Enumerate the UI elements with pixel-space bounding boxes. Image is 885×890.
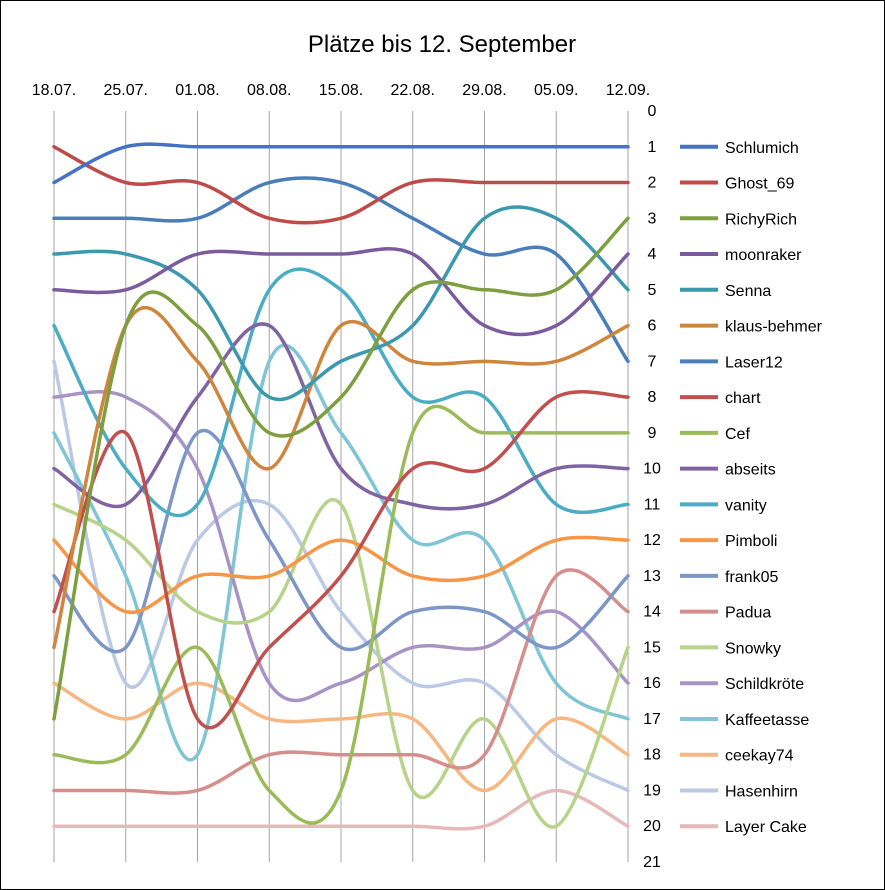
series-line-12 <box>52 428 630 654</box>
legend-label: Layer Cake <box>725 819 807 836</box>
y-tick-label: 19 <box>643 782 661 799</box>
y-tick-label: 5 <box>648 282 657 299</box>
y-tick-label: 11 <box>644 496 661 513</box>
x-axis-ticks: 18.07. 25.07. 01.08. 08.08. 15.08. 22.08. 29.0… <box>32 82 650 99</box>
y-tick-label: 15 <box>643 639 661 656</box>
x-tick-label: 18.07. <box>32 82 76 99</box>
y-tick-label: 8 <box>648 389 657 406</box>
y-tick-label: 18 <box>643 747 661 764</box>
series-line-11 <box>52 535 630 615</box>
y-tick-label: 12 <box>643 532 661 549</box>
legend-label: Snowky <box>725 640 781 657</box>
y-tick-label: 1 <box>648 139 657 156</box>
series-line-18 <box>52 359 630 793</box>
y-tick-label: 3 <box>648 210 657 227</box>
series-line-6 <box>52 176 630 364</box>
legend-label: Laser12 <box>725 354 783 371</box>
legend-label: ceekay74 <box>725 748 794 765</box>
x-tick-label: 22.08. <box>391 82 435 99</box>
y-tick-label: 14 <box>643 604 661 621</box>
y-tick-label: 21 <box>643 854 661 871</box>
series-line-17 <box>52 681 630 793</box>
series-line-8 <box>52 404 630 825</box>
x-tick-label: 05.09. <box>534 82 578 99</box>
chart-title: Plätze bis 12. September <box>308 31 576 58</box>
series-line-3 <box>52 247 630 337</box>
legend-label: vanity <box>725 497 767 514</box>
legend-label: Ghost_69 <box>725 176 794 193</box>
grid-lines <box>53 111 629 862</box>
series-line-7 <box>52 390 630 730</box>
series-line-15 <box>52 390 630 703</box>
legend-label: klaus-behmer <box>725 319 823 336</box>
legend-label: Schildkröte <box>725 676 804 693</box>
y-tick-label: 0 <box>648 103 657 120</box>
x-tick-label: 29.08. <box>462 82 506 99</box>
series-line-19 <box>52 788 630 831</box>
x-tick-label: 15.08. <box>319 82 363 99</box>
y-tick-label: 4 <box>648 246 657 263</box>
series-line-4 <box>52 205 630 402</box>
legend-label: Kaffeetasse <box>725 712 809 729</box>
series-line-0 <box>52 142 630 185</box>
legend-label: RichyRich <box>725 211 797 228</box>
x-tick-label: 25.07. <box>104 82 148 99</box>
legend: Schlumich Ghost_69 RichyRich moonraker Senna… <box>680 140 823 836</box>
x-tick-label: 08.08. <box>247 82 291 99</box>
y-tick-label: 13 <box>643 568 661 585</box>
y-tick-label: 10 <box>643 461 661 478</box>
y-tick-label: 9 <box>648 425 657 442</box>
legend-label: chart <box>725 390 761 407</box>
series-line-16 <box>52 343 630 762</box>
x-tick-label: 01.08. <box>175 82 219 99</box>
legend-label: moonraker <box>725 247 802 264</box>
y-tick-label: 20 <box>643 818 661 835</box>
y-tick-label: 7 <box>648 353 657 370</box>
series-line-13 <box>52 568 630 795</box>
y-tick-label: 16 <box>643 675 661 692</box>
legend-label: Cef <box>725 426 750 443</box>
series-line-9 <box>52 322 630 511</box>
legend-label: Senna <box>725 283 771 300</box>
y-tick-label: 6 <box>648 318 657 335</box>
legend-label: frank05 <box>725 569 778 586</box>
series-line-1 <box>52 145 630 225</box>
legend-label: Padua <box>725 605 771 622</box>
series-lines <box>52 142 630 831</box>
x-tick-label: 12.09. <box>606 82 650 99</box>
y-tick-label: 17 <box>643 711 661 728</box>
series-line-2 <box>52 216 630 721</box>
legend-label: abseits <box>725 462 776 479</box>
legend-label: Schlumich <box>725 140 799 157</box>
y-tick-label: 2 <box>648 175 657 192</box>
legend-label: Hasenhirn <box>725 783 798 800</box>
legend-label: Pimboli <box>725 533 777 550</box>
